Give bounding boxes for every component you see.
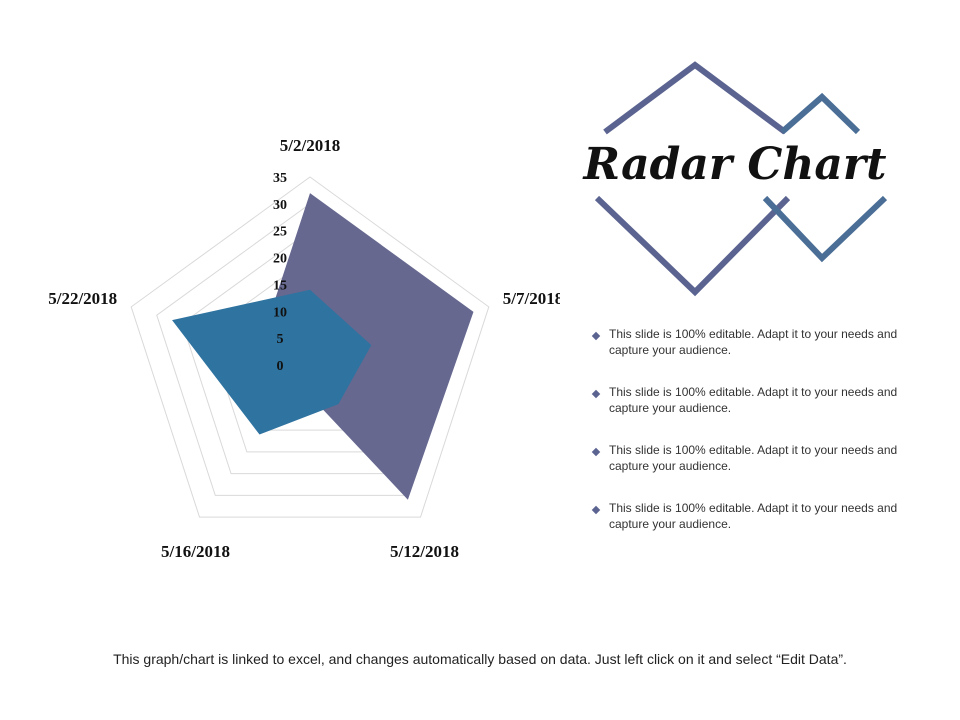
bullet-item: This slide is 100% editable. Adapt it to… xyxy=(591,500,913,558)
diamond-bullet-icon xyxy=(591,331,601,341)
bullet-list: This slide is 100% editable. Adapt it to… xyxy=(591,326,913,558)
diamond-outline-large-bottom xyxy=(594,195,791,297)
bullet-item: This slide is 100% editable. Adapt it to… xyxy=(591,384,913,442)
slide-title: Radar Chart xyxy=(583,139,887,190)
radar-tick-label: 25 xyxy=(273,225,287,240)
radar-series xyxy=(172,193,474,500)
footer-note: This graph/chart is linked to excel, and… xyxy=(113,651,847,667)
radar-tick-label: 20 xyxy=(273,252,287,267)
radar-tick-labels: 0 5 10 15 20 25 30 35 xyxy=(273,171,287,374)
bullet-item: This slide is 100% editable. Adapt it to… xyxy=(591,442,913,500)
radar-category-label: 5/12/2018 xyxy=(390,542,459,561)
radar-tick-label: 35 xyxy=(273,171,287,186)
diamond-outline-large-top xyxy=(603,61,787,135)
radar-category-labels: 5/2/2018 5/7/2018 5/12/2018 5/16/2018 5/22/2… xyxy=(48,136,560,561)
radar-category-label: 5/22/2018 xyxy=(48,289,117,308)
radar-tick-label: 0 xyxy=(277,359,284,374)
bullet-text: This slide is 100% editable. Adapt it to… xyxy=(609,385,898,415)
radar-category-label: 5/2/2018 xyxy=(280,136,340,155)
diamond-bullet-icon xyxy=(591,389,601,399)
bullet-text: This slide is 100% editable. Adapt it to… xyxy=(609,443,898,473)
bullet-item: This slide is 100% editable. Adapt it to… xyxy=(591,326,913,384)
bullet-text: This slide is 100% editable. Adapt it to… xyxy=(609,327,898,357)
diamond-bullet-icon xyxy=(591,505,601,515)
radar-tick-label: 5 xyxy=(277,332,284,347)
title-diamonds-decoration xyxy=(594,61,888,297)
radar-category-label: 5/7/2018 xyxy=(503,289,560,308)
diamond-outline-small-bottom xyxy=(762,195,888,263)
bullet-text: This slide is 100% editable. Adapt it to… xyxy=(609,501,898,531)
radar-chart[interactable]: 0 5 10 15 20 25 30 35 5/2/2018 5/7/2018 5/12/2018… xyxy=(0,0,560,620)
radar-category-label: 5/16/2018 xyxy=(161,542,230,561)
diamond-outline-small-top xyxy=(780,92,861,135)
radar-tick-label: 15 xyxy=(273,278,287,293)
radar-series-2-area xyxy=(172,289,372,435)
radar-grid-ring xyxy=(130,176,490,518)
radar-tick-label: 10 xyxy=(273,305,287,320)
diamond-bullet-icon xyxy=(591,447,601,457)
radar-tick-label: 30 xyxy=(273,198,287,213)
